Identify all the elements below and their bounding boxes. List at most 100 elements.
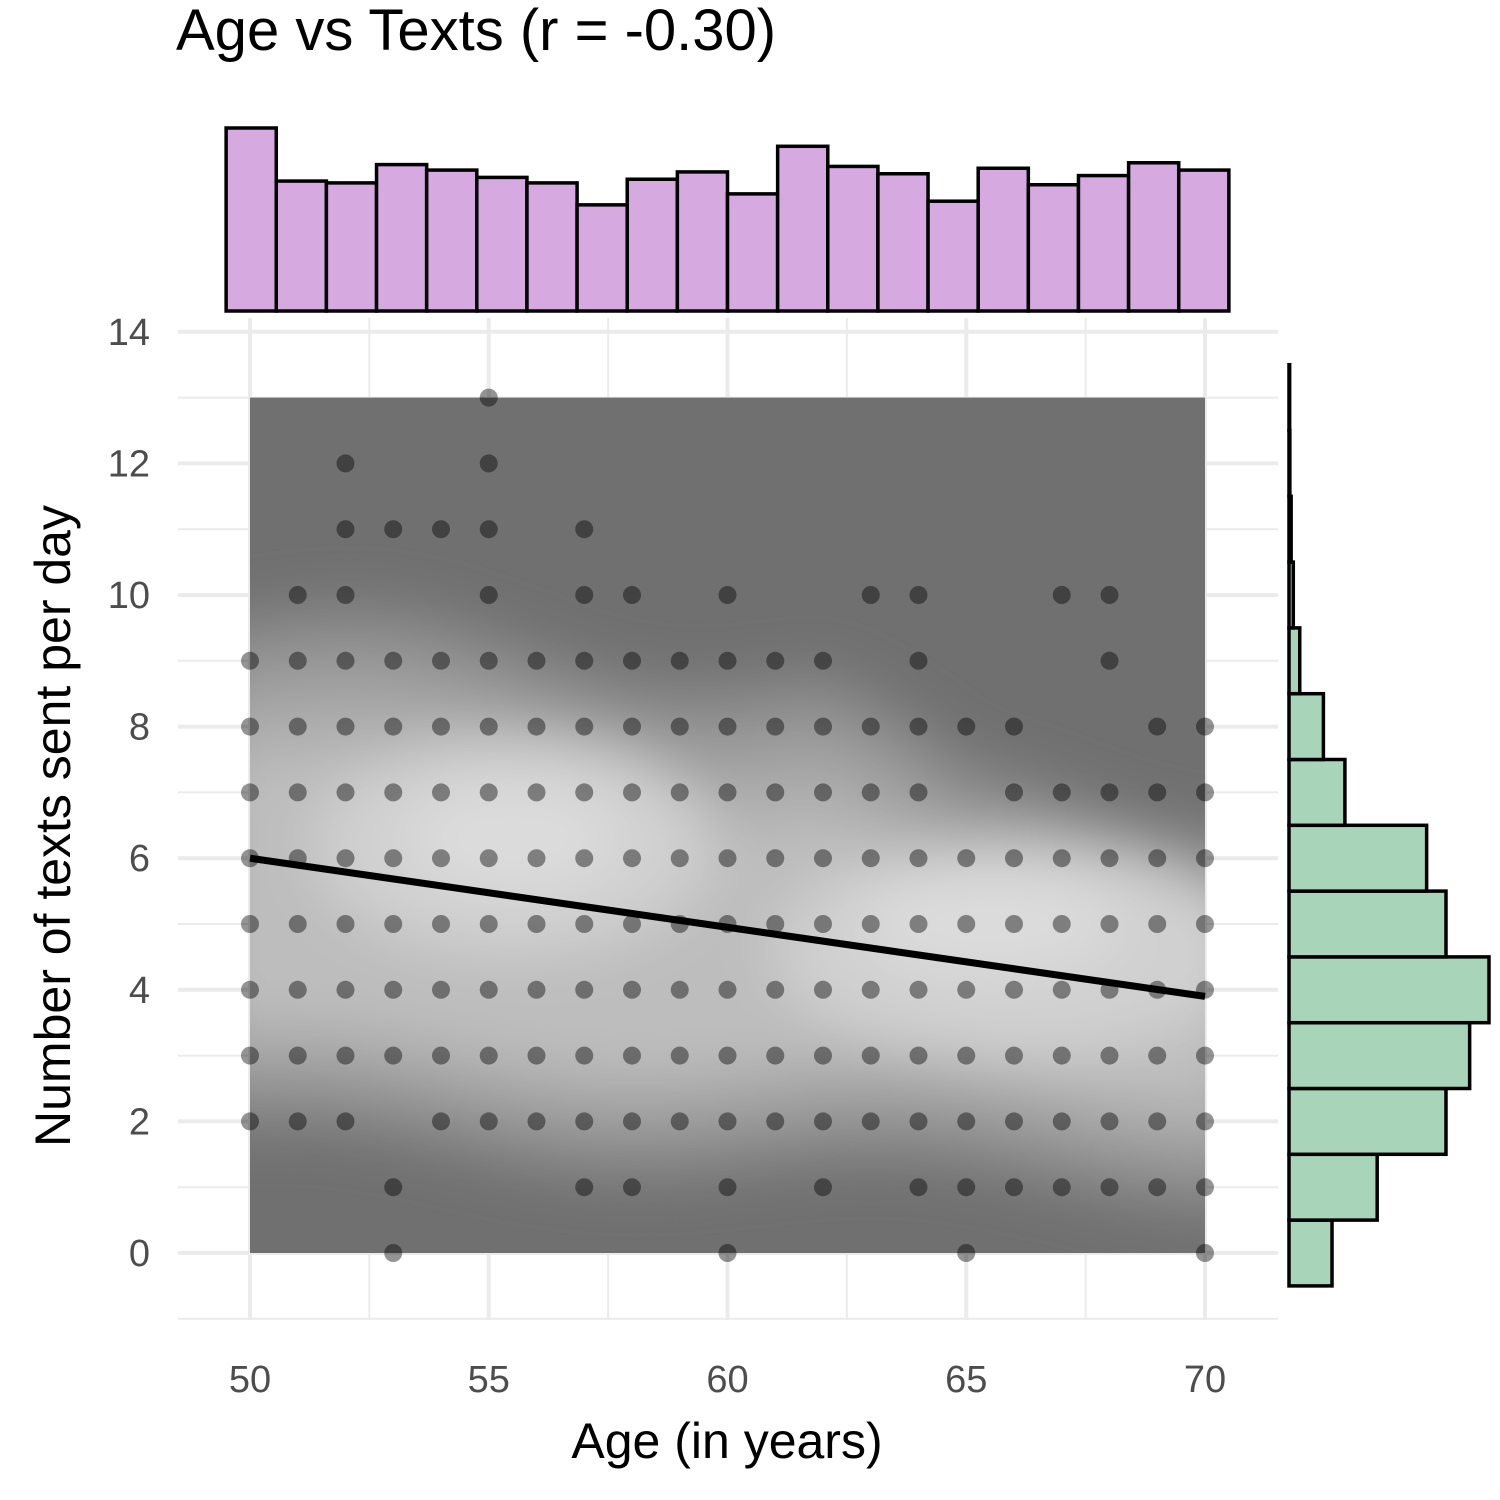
data-point	[1148, 717, 1167, 736]
data-point	[718, 586, 737, 604]
data-point	[479, 717, 498, 736]
data-point	[718, 980, 737, 999]
data-point	[718, 1244, 737, 1262]
x-hist-bar	[374, 162, 429, 313]
data-point	[623, 717, 641, 736]
data-point	[623, 783, 641, 802]
x-axis-title: Age (in years)	[571, 1413, 882, 1469]
data-point	[1148, 1178, 1167, 1197]
data-point	[909, 1178, 928, 1197]
data-point	[479, 915, 498, 933]
y-hist-bar	[1287, 362, 1292, 433]
data-point	[1196, 1046, 1214, 1065]
data-point	[288, 783, 307, 802]
data-point	[288, 980, 307, 999]
y-hist-bar	[1287, 626, 1302, 696]
data-point	[861, 1046, 880, 1065]
data-point	[814, 849, 832, 868]
data-point	[241, 915, 259, 933]
y-hist-bar	[1287, 494, 1293, 564]
data-point	[527, 1046, 546, 1065]
data-point	[909, 651, 928, 670]
data-point	[336, 915, 355, 933]
data-point	[718, 1112, 737, 1131]
data-point	[1052, 915, 1071, 933]
y-tick-label: 4	[129, 970, 150, 1012]
data-point	[527, 1112, 546, 1131]
y-hist-bar	[1287, 757, 1347, 828]
data-point	[575, 1178, 594, 1197]
y-hist-bar	[1287, 428, 1292, 499]
data-point	[670, 1046, 689, 1065]
data-point	[1148, 915, 1167, 933]
x-hist-bar	[675, 170, 730, 313]
y-tick-label: 12	[108, 443, 150, 485]
data-point	[479, 849, 498, 868]
data-point	[623, 651, 641, 670]
data-point	[575, 520, 594, 539]
data-point	[575, 783, 594, 802]
data-point	[1196, 1244, 1214, 1262]
data-point	[241, 717, 259, 736]
x-hist-bar	[324, 181, 379, 313]
data-point	[432, 651, 450, 670]
y-tick-label: 2	[129, 1101, 150, 1143]
data-point	[575, 980, 594, 999]
data-point	[336, 849, 355, 868]
data-point	[336, 651, 355, 670]
data-point	[384, 1178, 403, 1197]
x-hist-bar	[826, 164, 880, 313]
y-hist-bar	[1287, 1086, 1448, 1157]
data-point	[384, 783, 403, 802]
data-point	[384, 520, 403, 539]
data-point	[957, 1112, 976, 1131]
data-point	[1052, 783, 1071, 802]
data-point	[814, 1112, 832, 1131]
data-point	[384, 1244, 403, 1262]
data-point	[1052, 1112, 1071, 1131]
x-hist-bar	[876, 172, 930, 313]
data-point	[766, 717, 785, 736]
data-point	[479, 1112, 498, 1131]
data-point	[861, 980, 880, 999]
data-point	[814, 1178, 832, 1197]
x-hist-bar	[475, 175, 529, 313]
y-hist-bar	[1287, 560, 1296, 630]
data-point	[384, 717, 403, 736]
data-point	[384, 915, 403, 933]
data-point	[288, 586, 307, 604]
data-point	[814, 717, 832, 736]
data-point	[1196, 783, 1214, 802]
data-point	[957, 1178, 976, 1197]
data-point	[623, 1046, 641, 1065]
data-point	[432, 717, 450, 736]
data-point	[718, 651, 737, 670]
data-point	[527, 849, 546, 868]
data-point	[1100, 915, 1119, 933]
data-point	[575, 1112, 594, 1131]
data-point	[814, 651, 832, 670]
data-point	[957, 1046, 976, 1065]
x-tick-label: 65	[945, 1359, 987, 1401]
data-point	[718, 849, 737, 868]
data-point	[527, 717, 546, 736]
data-point	[623, 980, 641, 999]
data-point	[957, 849, 976, 868]
data-point	[1005, 783, 1023, 802]
y-axis-title: Number of texts sent per day	[25, 505, 81, 1147]
data-point	[241, 1112, 259, 1131]
data-point	[1052, 849, 1071, 868]
data-point	[1100, 1112, 1119, 1131]
y-axis-ticks: 0 2 4 6 8 10 12 14	[108, 312, 150, 1275]
data-point	[527, 980, 546, 999]
data-point	[623, 915, 641, 933]
data-point	[909, 849, 928, 868]
data-point	[1052, 586, 1071, 604]
data-point	[766, 1112, 785, 1131]
x-axis-ticks: 50 55 60 65 70	[229, 1359, 1226, 1401]
data-point	[1100, 783, 1119, 802]
data-point	[241, 783, 259, 802]
data-point	[718, 783, 737, 802]
data-point	[1005, 1178, 1023, 1197]
y-tick-label: 10	[108, 575, 150, 617]
